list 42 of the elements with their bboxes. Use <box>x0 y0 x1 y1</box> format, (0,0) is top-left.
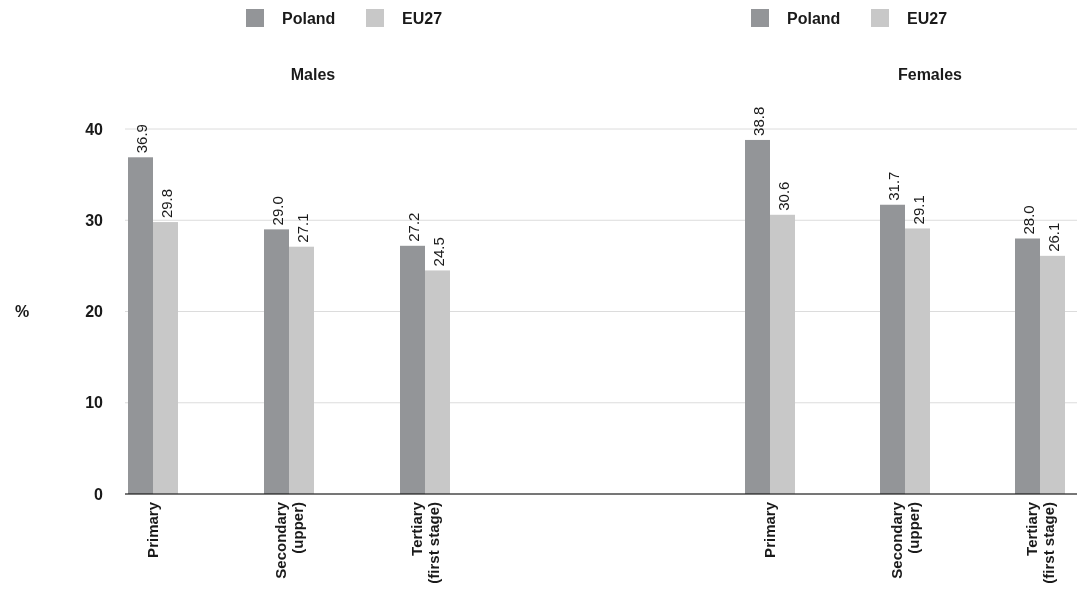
y-tick-label: 0 <box>94 485 104 503</box>
bar <box>905 228 930 494</box>
bar <box>880 204 905 494</box>
legend-label: Poland <box>282 9 336 27</box>
data-label: 29.8 <box>157 188 175 219</box>
x-tick-label: Secondary (upper) <box>887 501 922 579</box>
y-tick-label: 20 <box>85 303 104 321</box>
data-label: 29.1 <box>909 195 927 225</box>
data-label: 27.1 <box>293 213 311 243</box>
chart-title: Females <box>897 66 963 83</box>
y-tick-label: 30 <box>85 211 104 229</box>
data-label: 24.5 <box>429 237 447 267</box>
data-label: 36.9 <box>132 124 150 154</box>
x-tick-label: Primary <box>144 501 161 558</box>
data-label: 29.0 <box>268 196 286 226</box>
bar <box>745 139 770 494</box>
x-tick-label: Tertiary (first stage) <box>407 501 442 584</box>
y-axis-title: % <box>14 303 30 321</box>
bar <box>128 157 153 494</box>
bar <box>289 246 314 494</box>
bar <box>153 222 178 494</box>
bar <box>1040 255 1065 494</box>
y-tick-label: 40 <box>85 120 104 138</box>
data-label: 28.0 <box>1019 205 1037 235</box>
legend-label: Poland <box>787 9 841 27</box>
y-tick-label: 10 <box>85 394 104 412</box>
bar <box>425 270 450 494</box>
legend-label: EU27 <box>907 9 948 27</box>
data-label: 26.1 <box>1044 222 1062 252</box>
bar <box>770 214 795 494</box>
data-label: 38.8 <box>749 106 767 136</box>
data-label: 31.7 <box>884 171 902 201</box>
legend-label: EU27 <box>402 9 443 27</box>
bar <box>264 229 289 494</box>
x-tick-label: Primary <box>761 501 778 558</box>
data-label: 27.2 <box>404 212 422 242</box>
data-label: 30.6 <box>774 181 792 211</box>
x-tick-label: Secondary (upper) <box>271 501 306 579</box>
bar <box>1015 238 1040 494</box>
bar <box>400 245 425 494</box>
chart-title: Males <box>290 66 336 83</box>
x-tick-label: Tertiary (first stage) <box>1022 501 1057 584</box>
